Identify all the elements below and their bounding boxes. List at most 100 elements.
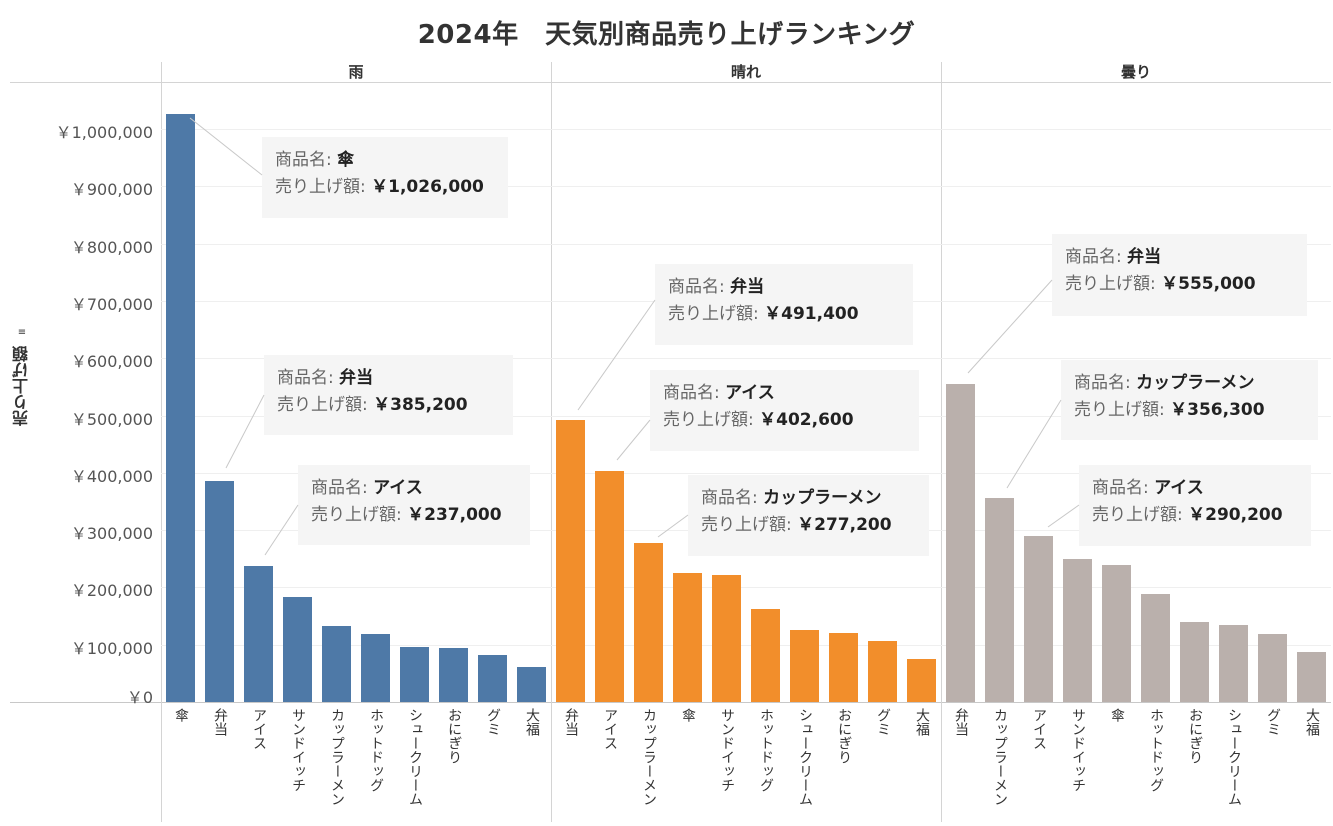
x-tick-label: おにぎり xyxy=(836,708,852,764)
leader-line xyxy=(225,394,265,469)
leader-line xyxy=(1006,399,1062,489)
bar xyxy=(634,543,663,702)
annotation-amount: 売り上げ額: ￥356,300 xyxy=(1074,400,1265,420)
x-tick-label: ホットドッグ xyxy=(368,708,384,792)
gridline xyxy=(161,587,1331,588)
bar xyxy=(946,383,975,702)
x-tick-label: 大福 xyxy=(524,708,540,736)
x-tick-label: サンドイッチ xyxy=(719,708,735,792)
x-tick-label: シュークリーム xyxy=(797,708,813,806)
leader-line xyxy=(967,279,1053,374)
bar xyxy=(322,626,351,702)
bar xyxy=(166,114,195,702)
x-tick-label: おにぎり xyxy=(446,708,462,764)
y-tick-label: ￥300,000 xyxy=(70,524,153,543)
panel-divider xyxy=(941,62,942,822)
header-top-border xyxy=(10,82,1331,83)
gridline xyxy=(161,186,1331,187)
annotation-item: 商品名: アイス xyxy=(1092,478,1204,498)
x-tick-label: カップラーメン xyxy=(992,708,1008,806)
x-tick-label: アイス xyxy=(602,708,618,750)
x-tick-label: 弁当 xyxy=(212,708,228,736)
bar xyxy=(478,655,507,702)
y-tick-label: ￥800,000 xyxy=(70,238,153,257)
panel-divider xyxy=(161,62,162,822)
x-tick-label: 弁当 xyxy=(563,708,579,736)
y-tick-label: ￥900,000 xyxy=(70,180,153,199)
bar xyxy=(556,420,585,702)
x-axis-baseline xyxy=(10,702,1331,703)
y-tick-label: ￥200,000 xyxy=(70,581,153,600)
leader-line xyxy=(1047,504,1080,528)
sort-descending-icon[interactable]: ≡ xyxy=(17,327,27,338)
annotation-item: 商品名: 弁当 xyxy=(668,277,765,297)
x-tick-label: ホットドッグ xyxy=(1148,708,1164,792)
x-tick-label: カップラーメン xyxy=(329,708,345,806)
y-tick-label: ￥500,000 xyxy=(70,410,153,429)
x-tick-label: 傘 xyxy=(173,708,189,722)
y-tick-label: ￥700,000 xyxy=(70,295,153,314)
x-tick-label: サンドイッチ xyxy=(1070,708,1086,792)
x-tick-label: アイス xyxy=(251,708,267,750)
x-tick-label: グミ xyxy=(1265,708,1281,736)
leader-line xyxy=(657,514,689,538)
bar xyxy=(1180,621,1209,702)
x-tick-label: サンドイッチ xyxy=(290,708,306,792)
bar xyxy=(907,659,936,702)
bar xyxy=(829,632,858,702)
gridline xyxy=(161,129,1331,130)
chart-title: 2024年 天気別商品売り上げランキング xyxy=(417,20,916,50)
gridline xyxy=(161,358,1331,359)
bar xyxy=(1102,565,1131,702)
annotation-box: 商品名: カップラーメン 売り上げ額: ￥277,200 xyxy=(688,475,929,556)
annotation-item: 商品名: アイス xyxy=(311,478,423,498)
bar xyxy=(1141,593,1170,702)
panel-header-3: 曇り xyxy=(1120,63,1151,81)
x-tick-label: カップラーメン xyxy=(641,708,657,806)
y-tick-label: ￥600,000 xyxy=(70,352,153,371)
annotation-amount: 売り上げ額: ￥491,400 xyxy=(668,304,859,324)
annotation-item: 商品名: アイス xyxy=(663,383,775,403)
panel-header-1: 雨 xyxy=(348,63,364,81)
annotation-amount: 売り上げ額: ￥385,200 xyxy=(277,395,468,415)
x-tick-label: シュークリーム xyxy=(407,708,423,806)
leader-line xyxy=(577,299,656,411)
bar xyxy=(1063,559,1092,702)
annotation-box: 商品名: 弁当売り上げ額: ￥555,000 xyxy=(1052,234,1307,316)
bar xyxy=(400,646,429,702)
bar xyxy=(439,647,468,702)
bar xyxy=(790,630,819,702)
bar xyxy=(595,471,624,702)
annotation-box: 商品名: 弁当売り上げ額: ￥491,400 xyxy=(655,264,913,345)
leader-line xyxy=(264,504,299,556)
gridline xyxy=(161,645,1331,646)
annotation-amount: 売り上げ額: ￥290,200 xyxy=(1092,505,1283,525)
x-tick-label: 大福 xyxy=(914,708,930,736)
panel-header-2: 晴れ xyxy=(730,63,761,81)
bar xyxy=(205,481,234,702)
bar xyxy=(1297,651,1326,702)
annotation-box: 商品名: カップラーメン 売り上げ額: ￥356,300 xyxy=(1061,360,1318,440)
y-tick-label: ￥1,000,000 xyxy=(55,123,153,142)
annotation-box: 商品名: アイス売り上げ額: ￥290,200 xyxy=(1079,465,1311,546)
bar xyxy=(244,566,273,702)
annotation-amount: 売り上げ額: ￥555,000 xyxy=(1065,274,1256,294)
leader-line xyxy=(616,419,651,461)
gridline xyxy=(161,473,1331,474)
x-tick-label: グミ xyxy=(875,708,891,736)
bar xyxy=(868,640,897,702)
bar xyxy=(361,633,390,702)
x-tick-label: 弁当 xyxy=(953,708,969,736)
annotation-box: 商品名: アイス売り上げ額: ￥402,600 xyxy=(650,370,919,451)
bar xyxy=(1219,624,1248,702)
annotation-item: 商品名: 弁当 xyxy=(1065,247,1162,267)
bar xyxy=(517,667,546,702)
y-tick-label: ￥400,000 xyxy=(70,467,153,486)
x-tick-label: 傘 xyxy=(1109,708,1125,722)
bar xyxy=(673,572,702,702)
annotation-item: 商品名: カップラーメン xyxy=(701,488,882,508)
annotation-amount: 売り上げ額: ￥1,026,000 xyxy=(275,177,484,197)
annotation-amount: 売り上げ額: ￥402,600 xyxy=(663,410,854,430)
x-tick-label: シュークリーム xyxy=(1226,708,1242,806)
